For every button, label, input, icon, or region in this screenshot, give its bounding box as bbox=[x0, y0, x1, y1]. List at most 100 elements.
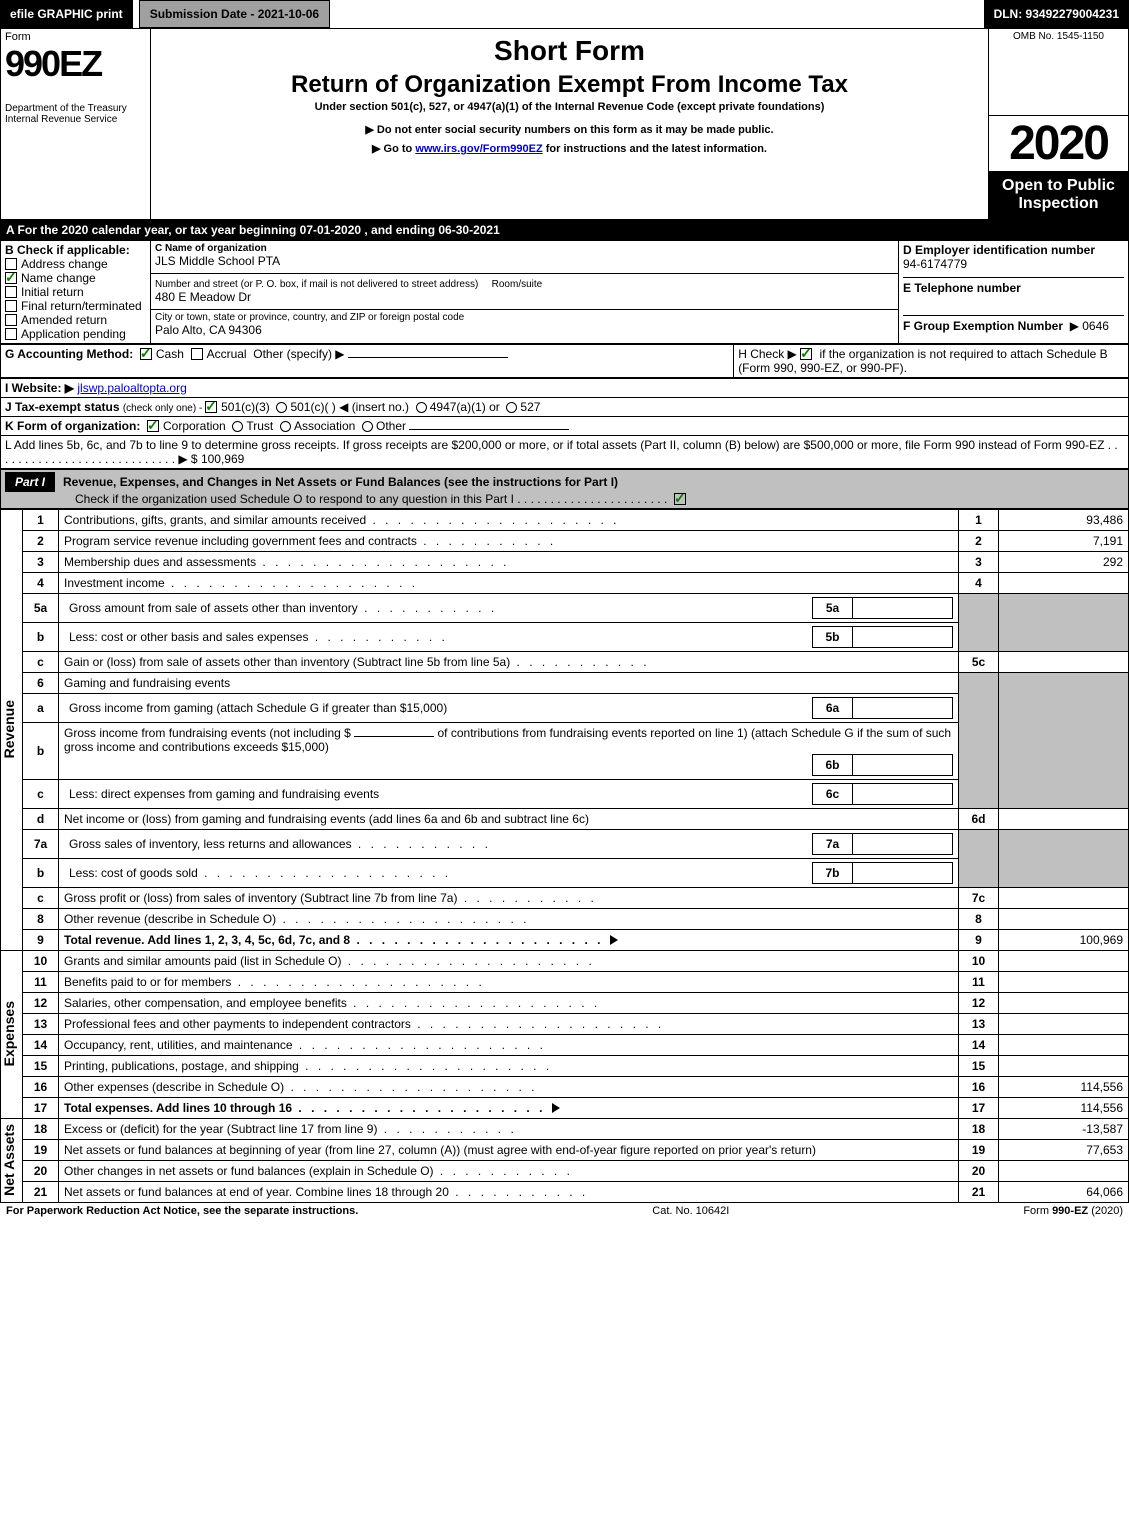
line-12-no: 12 bbox=[23, 992, 59, 1013]
topbar: efile GRAPHIC print Submission Date - 20… bbox=[0, 0, 1129, 28]
efile-print-button[interactable]: efile GRAPHIC print bbox=[0, 0, 133, 28]
line-6b-amt-input[interactable] bbox=[354, 736, 434, 737]
period-a: A For the 2020 calendar year, or tax yea… bbox=[0, 220, 1129, 240]
rad-trust[interactable] bbox=[232, 421, 243, 432]
line-18-amt: -13,587 bbox=[999, 1118, 1129, 1139]
line-10-box: 10 bbox=[959, 950, 999, 971]
line-15-text: Printing, publications, postage, and shi… bbox=[64, 1059, 552, 1073]
chk-name-change[interactable]: Name change bbox=[5, 271, 146, 285]
line-19-box: 19 bbox=[959, 1139, 999, 1160]
line-3-box: 3 bbox=[959, 551, 999, 572]
line-7a-no: 7a bbox=[23, 829, 59, 858]
goto-post: for instructions and the latest informat… bbox=[546, 143, 767, 155]
line-6b-no: b bbox=[23, 722, 59, 779]
line-2-text: Program service revenue including govern… bbox=[64, 534, 556, 548]
line-15-no: 15 bbox=[23, 1055, 59, 1076]
line-1-no: 1 bbox=[23, 509, 59, 530]
chk-final-return[interactable]: Final return/terminated bbox=[5, 299, 146, 313]
line-l-amount: 100,969 bbox=[201, 452, 244, 466]
line-5a-ibox: 5a bbox=[813, 597, 853, 618]
line-6c-input[interactable] bbox=[853, 783, 953, 804]
line-9-amt: 100,969 bbox=[999, 929, 1129, 950]
line-17-text: Total expenses. Add lines 10 through 16 bbox=[64, 1101, 545, 1115]
rad-other[interactable] bbox=[362, 421, 373, 432]
website-link[interactable]: jlswp.paloaltopta.org bbox=[77, 381, 186, 395]
line-17-amt: 114,556 bbox=[999, 1097, 1129, 1118]
netassets-group-label: Net Assets bbox=[1, 1124, 17, 1196]
triangle-icon bbox=[610, 935, 618, 945]
line-6c-no: c bbox=[23, 779, 59, 808]
main-title: Return of Organization Exempt From Incom… bbox=[155, 71, 984, 99]
box-e-label: E Telephone number bbox=[903, 281, 1021, 295]
line-5b-input[interactable] bbox=[853, 626, 953, 647]
rad-4947[interactable] bbox=[416, 402, 427, 413]
chk-amended[interactable]: Amended return bbox=[5, 313, 146, 327]
goto-pre: ▶ Go to bbox=[372, 143, 415, 155]
chk-initial-return[interactable]: Initial return bbox=[5, 285, 146, 299]
line-20-no: 20 bbox=[23, 1160, 59, 1181]
line-16-box: 16 bbox=[959, 1076, 999, 1097]
line-5c-text: Gain or (loss) from sale of assets other… bbox=[64, 655, 650, 669]
line-9-text: Total revenue. Add lines 1, 2, 3, 4, 5c,… bbox=[64, 933, 603, 947]
ein: 94-6174779 bbox=[903, 257, 1124, 271]
part-i-check-o: Check if the organization used Schedule … bbox=[75, 492, 667, 506]
chk-app-pending[interactable]: Application pending bbox=[5, 327, 146, 341]
line-6a-input[interactable] bbox=[853, 697, 953, 718]
other-org-input[interactable] bbox=[409, 429, 569, 430]
line-6b-input[interactable] bbox=[853, 754, 953, 775]
rad-501c[interactable] bbox=[276, 402, 287, 413]
rad-assoc[interactable] bbox=[280, 421, 291, 432]
line-7a-input[interactable] bbox=[853, 833, 953, 854]
form-footer: Form 990-EZ (2020) bbox=[1023, 1205, 1123, 1217]
line-l-text: L Add lines 5b, 6c, and 7b to line 9 to … bbox=[5, 438, 1118, 466]
line-6c-ibox: 6c bbox=[813, 783, 853, 804]
street-address: 480 E Meadow Dr bbox=[155, 290, 894, 304]
chk-addr-change[interactable]: Address change bbox=[5, 257, 146, 271]
tax-year: 2020 bbox=[989, 116, 1128, 171]
line-15-amt bbox=[999, 1055, 1129, 1076]
rad-527[interactable] bbox=[506, 402, 517, 413]
box-d-label: D Employer identification number bbox=[903, 243, 1095, 257]
accrual-label: Accrual bbox=[207, 347, 247, 361]
other-specify-input[interactable] bbox=[348, 357, 508, 358]
line-21-no: 21 bbox=[23, 1181, 59, 1202]
line-4-box: 4 bbox=[959, 572, 999, 593]
line-12-text: Salaries, other compensation, and employ… bbox=[64, 996, 600, 1010]
chk-sched-b[interactable] bbox=[800, 348, 812, 360]
chk-corp[interactable] bbox=[147, 420, 159, 432]
irs-label: Internal Revenue Service bbox=[5, 114, 146, 125]
line-6a-text: Gross income from gaming (attach Schedul… bbox=[69, 701, 447, 715]
cat-no: Cat. No. 10642I bbox=[652, 1205, 729, 1217]
line-5a-input[interactable] bbox=[853, 597, 953, 618]
chk-accrual[interactable] bbox=[191, 348, 203, 360]
line-2-no: 2 bbox=[23, 530, 59, 551]
line-17-box: 17 bbox=[959, 1097, 999, 1118]
line-10-text: Grants and similar amounts paid (list in… bbox=[64, 954, 595, 968]
room-label: Room/suite bbox=[492, 279, 543, 290]
open-to-public: Open to Public Inspection bbox=[989, 171, 1128, 219]
chk-schedule-o[interactable] bbox=[674, 493, 686, 505]
gh-block: G Accounting Method: Cash Accrual Other … bbox=[0, 344, 1129, 378]
expenses-group-label: Expenses bbox=[1, 1001, 17, 1066]
chk-501c3[interactable] bbox=[205, 401, 217, 413]
ijkl-block: I Website: ▶ jlswp.paloaltopta.org J Tax… bbox=[0, 378, 1129, 469]
line-6d-box: 6d bbox=[959, 808, 999, 829]
line-5a-no: 5a bbox=[23, 593, 59, 622]
irs-link[interactable]: www.irs.gov/Form990EZ bbox=[415, 143, 542, 155]
chk-cash[interactable] bbox=[140, 348, 152, 360]
line-6-text: Gaming and fundraising events bbox=[59, 672, 959, 693]
line-7a-text: Gross sales of inventory, less returns a… bbox=[69, 837, 491, 851]
line-5c-no: c bbox=[23, 651, 59, 672]
footer: For Paperwork Reduction Act Notice, see … bbox=[0, 1203, 1129, 1219]
line-6d-amt bbox=[999, 808, 1129, 829]
line-6d-text: Net income or (loss) from gaming and fun… bbox=[59, 808, 959, 829]
line-14-amt bbox=[999, 1034, 1129, 1055]
line-j-sm: (check only one) - bbox=[123, 403, 205, 414]
under-section: Under section 501(c), 527, or 4947(a)(1)… bbox=[155, 101, 984, 113]
line-4-amt bbox=[999, 572, 1129, 593]
line-6b-ibox: 6b bbox=[813, 754, 853, 775]
line-7b-input[interactable] bbox=[853, 862, 953, 883]
line-7c-amt bbox=[999, 887, 1129, 908]
line-4-text: Investment income bbox=[64, 576, 418, 590]
city-state-zip: Palo Alto, CA 94306 bbox=[155, 323, 894, 337]
